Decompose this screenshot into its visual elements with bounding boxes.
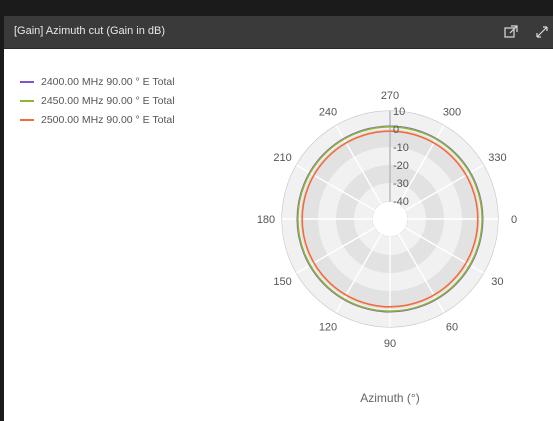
radial-tick-label: -10 [393, 142, 409, 154]
legend-swatch [20, 99, 34, 102]
radial-tick-label: 0 [393, 124, 399, 136]
radial-tick-label: -40 [393, 196, 409, 208]
angle-tick-label: 120 [319, 321, 337, 333]
angle-tick-label: 90 [384, 338, 396, 350]
angle-tick-label: 180 [257, 214, 275, 226]
expand-icon[interactable] [534, 24, 550, 40]
radial-tick-label: -30 [393, 178, 409, 190]
legend-label: 2500.00 MHz 90.00 ° E Total [41, 113, 175, 126]
polar-chart: 10 0 -10 -20 -30 -40 270 300 330 0 30 60 90 120 150 180… [257, 90, 517, 405]
polar-center [372, 201, 408, 237]
angle-tick-label: 210 [273, 152, 291, 164]
legend-label: 2450.00 MHz 90.00 ° E Total [41, 94, 175, 107]
chart-panel: [Gain] Azimuth cut (Gain in dB) 2400.00 … [4, 16, 553, 421]
angle-tick-label: 30 [491, 276, 503, 288]
angle-tick-label: 150 [273, 276, 291, 288]
legend-swatch [20, 80, 34, 83]
radial-tick-label: -20 [393, 160, 409, 172]
angle-tick-label: 240 [319, 107, 337, 119]
chart-legend: 2400.00 MHz 90.00 ° E Total 2450.00 MHz … [20, 72, 175, 129]
legend-item[interactable]: 2400.00 MHz 90.00 ° E Total [20, 72, 175, 91]
panel-title: [Gain] Azimuth cut (Gain in dB) [14, 25, 166, 37]
legend-item[interactable]: 2500.00 MHz 90.00 ° E Total [20, 110, 175, 129]
angle-tick-label: 270 [381, 90, 399, 102]
legend-swatch [20, 118, 34, 121]
angle-tick-label: 0 [511, 214, 517, 226]
legend-item[interactable]: 2450.00 MHz 90.00 ° E Total [20, 91, 175, 110]
angle-axis-title: Azimuth (°) [360, 391, 419, 405]
angle-tick-label: 330 [488, 152, 506, 164]
radial-tick-label: 10 [393, 106, 405, 118]
angle-tick-label: 300 [443, 107, 461, 119]
panel-titlebar: [Gain] Azimuth cut (Gain in dB) [4, 16, 553, 49]
legend-label: 2400.00 MHz 90.00 ° E Total [41, 75, 175, 88]
angle-tick-label: 60 [446, 321, 458, 333]
popout-icon[interactable] [503, 24, 519, 40]
